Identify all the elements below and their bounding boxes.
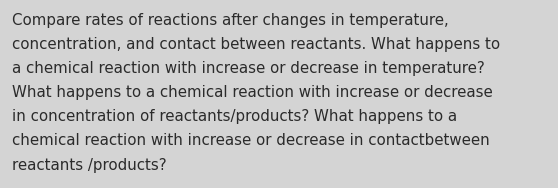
Text: in concentration of reactants/products? What happens to a: in concentration of reactants/products? … [12,109,458,124]
Text: chemical reaction with increase or decrease in contactbetween: chemical reaction with increase or decre… [12,133,490,149]
Text: reactants /products?: reactants /products? [12,158,167,173]
Text: Compare rates of reactions after changes in temperature,: Compare rates of reactions after changes… [12,13,449,28]
Text: a chemical reaction with increase or decrease in temperature?: a chemical reaction with increase or dec… [12,61,485,76]
Text: What happens to a chemical reaction with increase or decrease: What happens to a chemical reaction with… [12,85,493,100]
Text: concentration, and contact between reactants. What happens to: concentration, and contact between react… [12,37,501,52]
